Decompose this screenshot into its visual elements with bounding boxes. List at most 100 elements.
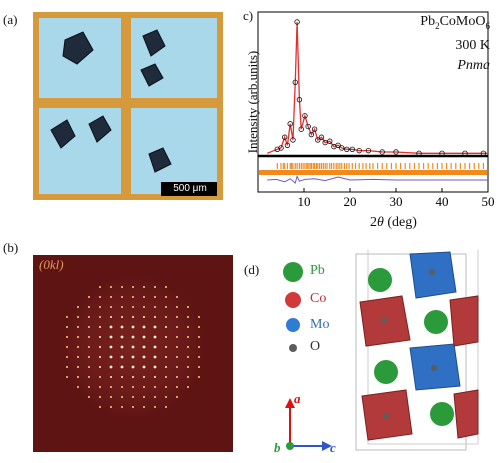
diffraction-spot-111 bbox=[165, 346, 167, 348]
diffraction-spot-31 bbox=[99, 326, 101, 328]
crystal-structure bbox=[350, 247, 480, 455]
observed-point-3 bbox=[284, 142, 291, 148]
observed-point-22 bbox=[349, 146, 355, 152]
diffraction-spot-75 bbox=[132, 376, 134, 378]
diffraction-spot-138 bbox=[198, 316, 200, 318]
observed-point-25 bbox=[379, 149, 385, 155]
b-axis-marker bbox=[286, 442, 294, 450]
diffraction-spot-43 bbox=[110, 316, 112, 318]
diffraction-spot-48 bbox=[109, 365, 113, 369]
observed-point-2 bbox=[281, 134, 288, 140]
diffraction-spot-57 bbox=[120, 325, 124, 329]
diffraction-spot-142 bbox=[198, 356, 200, 358]
diffraction-spot-21 bbox=[88, 346, 90, 348]
diffraction-spot-103 bbox=[154, 396, 156, 398]
panel-d-label: (d) bbox=[244, 262, 260, 277]
o-legend-sphere bbox=[289, 344, 297, 352]
diffraction-spot-137 bbox=[187, 386, 189, 388]
diffraction-spot-99 bbox=[153, 355, 157, 359]
diffraction-spot-108 bbox=[165, 316, 167, 318]
legend-label-co: Co bbox=[310, 291, 327, 306]
legend-label-o: O bbox=[310, 339, 321, 354]
diffraction-spot-10 bbox=[77, 336, 79, 338]
observed-point-0 bbox=[274, 146, 281, 152]
diffraction-spot-30 bbox=[99, 316, 101, 318]
diffraction-spot-80 bbox=[143, 296, 145, 298]
diffraction-spot-59 bbox=[120, 345, 124, 349]
diffraction-spot-126 bbox=[176, 376, 178, 378]
diffraction-spot-60 bbox=[120, 355, 124, 359]
diffraction-spot-143 bbox=[198, 366, 200, 368]
diffraction-spot-122 bbox=[176, 336, 178, 338]
diffraction-spot-121 bbox=[176, 326, 178, 328]
diffraction-spot-22 bbox=[88, 356, 90, 358]
axis-triad-svg bbox=[285, 398, 332, 451]
diffraction-spot-29 bbox=[99, 306, 101, 308]
diffraction-spot-0 bbox=[66, 316, 68, 318]
diffraction-spot-125 bbox=[176, 366, 178, 368]
crystal-3 bbox=[140, 63, 164, 87]
observed-point-5 bbox=[290, 137, 296, 143]
diffraction-spot-109 bbox=[165, 326, 167, 328]
co-legend-sphere bbox=[285, 292, 301, 308]
diffraction-spot-62 bbox=[121, 376, 123, 378]
reciprocal-map-svg bbox=[61, 275, 205, 419]
plane-label: (0kl) bbox=[39, 257, 64, 272]
diffraction-spot-28 bbox=[99, 296, 101, 298]
o-atom-1 bbox=[429, 269, 435, 275]
observed-point-14 bbox=[315, 137, 321, 143]
observed-point-8 bbox=[296, 97, 303, 103]
observed-point-26 bbox=[393, 149, 399, 155]
b-axis-label: b bbox=[274, 440, 281, 455]
mo-legend-sphere bbox=[286, 318, 300, 332]
diffraction-chart: 10 20 30 40 50 Pb2CoMoO6 300 K Pnma Intensit… bbox=[238, 8, 500, 234]
diffraction-spot-78 bbox=[132, 406, 134, 408]
crystal-5 bbox=[88, 115, 112, 143]
diffraction-spot-46 bbox=[109, 345, 113, 349]
diffraction-spot-64 bbox=[121, 396, 123, 398]
grid-window-bottom-left bbox=[39, 108, 121, 194]
observed-point-15 bbox=[318, 134, 325, 140]
diffraction-spot-82 bbox=[143, 316, 145, 318]
a-axis-label: a bbox=[294, 391, 301, 406]
chart-annotation-temperature: 300 K bbox=[455, 38, 490, 53]
axis-triad: a b c bbox=[270, 388, 340, 458]
legend-markers bbox=[283, 262, 303, 352]
observed-point-21 bbox=[344, 146, 350, 152]
diffraction-spot-54 bbox=[121, 296, 123, 298]
x-tick-label-30: 30 bbox=[390, 194, 403, 209]
diffraction-spot-39 bbox=[99, 406, 101, 408]
diffraction-spot-35 bbox=[99, 366, 101, 368]
diffraction-spot-136 bbox=[187, 376, 189, 378]
diffraction-spot-66 bbox=[132, 286, 134, 288]
diffraction-spot-83 bbox=[142, 325, 146, 329]
diffraction-spot-52 bbox=[110, 406, 112, 408]
diffraction-spot-131 bbox=[187, 326, 189, 328]
diffraction-spot-38 bbox=[99, 396, 101, 398]
diffraction-spot-112 bbox=[165, 356, 167, 358]
observed-point-13 bbox=[311, 126, 318, 132]
diffraction-spot-144 bbox=[198, 376, 200, 378]
diffraction-spot-120 bbox=[176, 316, 178, 318]
diffraction-spot-1 bbox=[66, 326, 68, 328]
mo-octahedron-1 bbox=[409, 251, 457, 299]
legend-label-mo: Mo bbox=[310, 317, 330, 332]
diffraction-spot-85 bbox=[142, 345, 146, 349]
diffraction-chart-svg: 10 20 30 40 50 bbox=[257, 11, 495, 209]
diffraction-spot-36 bbox=[99, 376, 101, 378]
diffraction-spot-15 bbox=[77, 386, 79, 388]
diffraction-spot-98 bbox=[153, 345, 157, 349]
observed-point-28 bbox=[439, 150, 445, 157]
observed-point-27 bbox=[416, 150, 422, 157]
diffraction-spot-70 bbox=[131, 325, 135, 329]
pb-atom-2 bbox=[424, 310, 448, 334]
diffraction-spot-76 bbox=[132, 386, 134, 388]
diffraction-spot-119 bbox=[176, 306, 178, 308]
diffraction-spot-20 bbox=[88, 336, 90, 338]
diffraction-spot-100 bbox=[153, 365, 157, 369]
diffraction-spot-102 bbox=[154, 386, 156, 388]
diffraction-spot-123 bbox=[176, 346, 178, 348]
x-tick-label-50: 50 bbox=[482, 194, 495, 209]
structure-legend: Pb Co Mo O bbox=[278, 262, 368, 382]
diffraction-spot-11 bbox=[77, 346, 79, 348]
